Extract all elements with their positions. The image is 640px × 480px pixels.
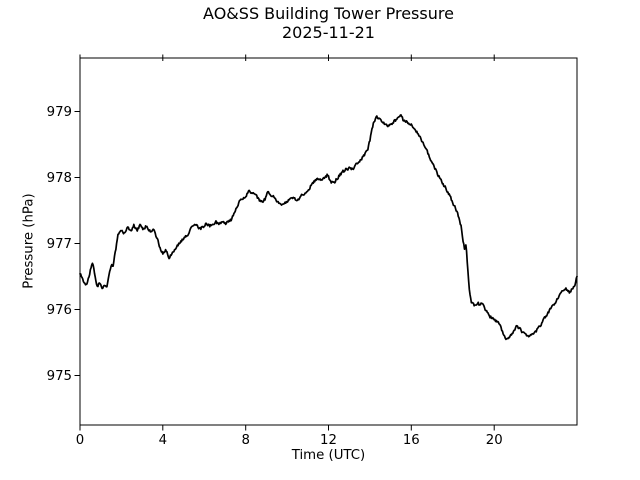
x-tick-label: 8 bbox=[241, 433, 249, 448]
pressure-line bbox=[79, 114, 578, 341]
y-tick-label: 975 bbox=[47, 369, 72, 384]
x-tick-label: 16 bbox=[403, 433, 420, 448]
chart-title: AO&SS Building Tower Pressure bbox=[203, 4, 454, 23]
y-axis-label: Pressure (hPa) bbox=[21, 193, 37, 289]
y-tick-label: 976 bbox=[47, 303, 72, 318]
y-tick-label: 977 bbox=[47, 237, 72, 252]
x-axis-label: Time (UTC) bbox=[291, 448, 366, 463]
chart-title-block: AO&SS Building Tower Pressure 2025-11-21 bbox=[80, 4, 577, 42]
chart-subtitle: 2025-11-21 bbox=[282, 22, 375, 42]
x-tick-label: 0 bbox=[76, 433, 84, 448]
y-tick-label: 978 bbox=[47, 171, 72, 186]
x-tick-label: 4 bbox=[159, 433, 167, 448]
x-tick-label: 12 bbox=[320, 433, 337, 448]
plot-border bbox=[79, 57, 578, 426]
x-tick-label: 20 bbox=[486, 433, 503, 448]
y-tick-label: 979 bbox=[47, 105, 72, 120]
